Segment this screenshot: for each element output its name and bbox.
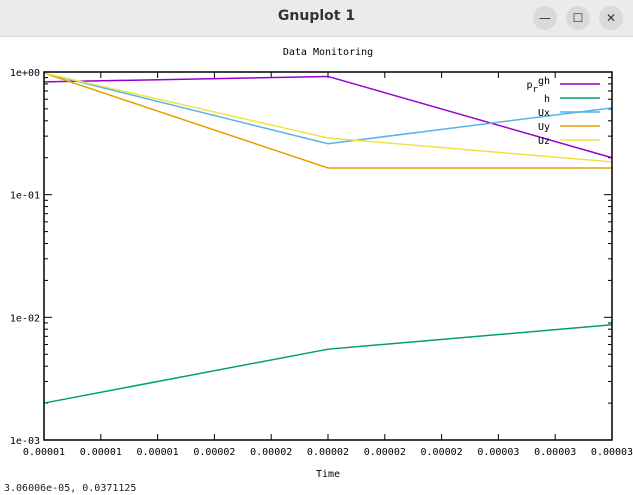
y-tick-label: 1e+00 bbox=[10, 68, 40, 79]
series-line-Uy bbox=[43, 72, 612, 169]
x-tick-label: 0.00003 bbox=[477, 447, 519, 458]
legend-label: Uz bbox=[538, 136, 550, 147]
x-tick-label: 0.00001 bbox=[23, 447, 65, 458]
close-button[interactable]: ✕ bbox=[599, 6, 623, 30]
x-tick-label: 0.00002 bbox=[307, 447, 349, 458]
x-tick-label: 0.00003 bbox=[591, 447, 633, 458]
legend-label: Ux bbox=[538, 108, 550, 119]
title-bar: Gnuplot 1 — ☐ ✕ bbox=[0, 0, 633, 37]
x-axis-label: Time bbox=[316, 469, 340, 480]
legend-label: Uy bbox=[538, 122, 550, 133]
x-tick-label: 0.00002 bbox=[421, 447, 463, 458]
legend-label: h bbox=[544, 94, 550, 105]
y-tick-label: 1e-02 bbox=[10, 313, 40, 324]
x-tick-label: 0.00001 bbox=[80, 447, 122, 458]
x-tick-label: 0.00001 bbox=[137, 447, 179, 458]
series-line-h bbox=[43, 324, 613, 404]
plot-canvas[interactable]: Data MonitoringTime1e+001e-011e-021e-030… bbox=[0, 37, 633, 483]
series-line-p_rgh bbox=[43, 75, 613, 159]
maximize-button[interactable]: ☐ bbox=[566, 6, 590, 30]
y-tick-label: 1e-01 bbox=[10, 191, 40, 202]
series-line-Ux bbox=[43, 72, 613, 145]
plot-border bbox=[43, 71, 613, 441]
chart-title: Data Monitoring bbox=[283, 47, 373, 58]
y-tick-label: 1e-03 bbox=[10, 436, 40, 447]
window-title: Gnuplot 1 bbox=[277, 8, 356, 24]
x-tick-label: 0.00003 bbox=[534, 447, 576, 458]
x-tick-label: 0.00002 bbox=[193, 447, 235, 458]
x-tick-label: 0.00002 bbox=[364, 447, 406, 458]
x-tick-label: 0.00002 bbox=[250, 447, 292, 458]
series-line-Uz bbox=[43, 72, 613, 163]
minimize-button[interactable]: — bbox=[533, 6, 557, 30]
cursor-coordinates: 3.06006e-05, 0.0371125 bbox=[4, 483, 137, 494]
legend-label: prgh bbox=[527, 76, 551, 95]
